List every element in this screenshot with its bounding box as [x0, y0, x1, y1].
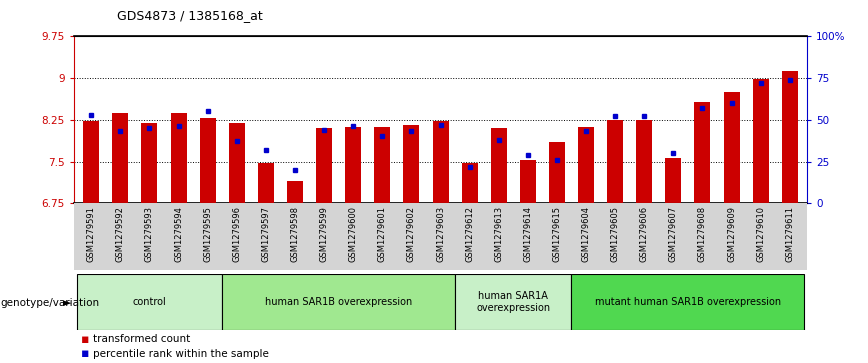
- Bar: [520, 160, 536, 203]
- Bar: [432, 122, 449, 203]
- Text: GSM1279615: GSM1279615: [552, 206, 562, 262]
- Text: GSM1279591: GSM1279591: [87, 206, 95, 262]
- Bar: [753, 79, 769, 203]
- Text: mutant human SAR1B overexpression: mutant human SAR1B overexpression: [595, 297, 781, 307]
- Text: ▪: ▪: [81, 333, 89, 346]
- Bar: [316, 128, 332, 203]
- Text: genotype/variation: genotype/variation: [1, 298, 100, 308]
- Text: GSM1279594: GSM1279594: [174, 206, 183, 262]
- Text: GSM1279614: GSM1279614: [523, 206, 532, 262]
- Text: GSM1279600: GSM1279600: [349, 206, 358, 262]
- Text: human SAR1B overexpression: human SAR1B overexpression: [265, 297, 412, 307]
- Bar: [782, 72, 798, 203]
- Text: percentile rank within the sample: percentile rank within the sample: [93, 349, 269, 359]
- Text: GSM1279597: GSM1279597: [261, 206, 270, 262]
- Bar: [222, 274, 455, 330]
- Text: GSM1279598: GSM1279598: [291, 206, 299, 262]
- Text: GSM1279599: GSM1279599: [319, 206, 329, 262]
- Bar: [455, 274, 571, 330]
- Bar: [374, 127, 391, 203]
- Text: GSM1279605: GSM1279605: [611, 206, 620, 262]
- Bar: [549, 142, 565, 203]
- Text: GSM1279604: GSM1279604: [582, 206, 590, 262]
- Text: transformed count: transformed count: [93, 334, 190, 344]
- Bar: [724, 92, 740, 203]
- Text: control: control: [133, 297, 167, 307]
- Bar: [141, 123, 157, 203]
- Text: GSM1279608: GSM1279608: [698, 206, 707, 262]
- Text: human SAR1A
overexpression: human SAR1A overexpression: [477, 291, 550, 313]
- Bar: [287, 181, 303, 203]
- Bar: [229, 123, 245, 203]
- Text: GSM1279607: GSM1279607: [669, 206, 678, 262]
- Bar: [258, 163, 274, 203]
- Text: GSM1279601: GSM1279601: [378, 206, 387, 262]
- Text: GSM1279611: GSM1279611: [786, 206, 794, 262]
- Bar: [490, 128, 507, 203]
- Text: GSM1279595: GSM1279595: [203, 206, 212, 262]
- Bar: [607, 121, 623, 203]
- Bar: [170, 113, 187, 203]
- Bar: [571, 274, 805, 330]
- Text: GSM1279606: GSM1279606: [640, 206, 648, 262]
- Text: GSM1279593: GSM1279593: [145, 206, 154, 262]
- Bar: [404, 125, 419, 203]
- Text: GSM1279613: GSM1279613: [494, 206, 503, 262]
- Bar: [462, 163, 477, 203]
- Text: GSM1279596: GSM1279596: [233, 206, 241, 262]
- Text: GDS4873 / 1385168_at: GDS4873 / 1385168_at: [117, 9, 263, 22]
- Bar: [345, 127, 361, 203]
- Bar: [83, 122, 99, 203]
- Text: ►: ►: [63, 298, 72, 308]
- Text: GSM1279592: GSM1279592: [115, 206, 125, 262]
- Bar: [666, 158, 681, 203]
- Bar: [636, 121, 652, 203]
- Text: GSM1279609: GSM1279609: [727, 206, 736, 262]
- Bar: [112, 113, 128, 203]
- Bar: [578, 127, 594, 203]
- Bar: [200, 118, 215, 203]
- Text: GSM1279610: GSM1279610: [756, 206, 766, 262]
- Text: GSM1279603: GSM1279603: [436, 206, 445, 262]
- Bar: [694, 102, 711, 203]
- Text: GSM1279602: GSM1279602: [407, 206, 416, 262]
- Text: GSM1279612: GSM1279612: [465, 206, 474, 262]
- Text: ▪: ▪: [81, 347, 89, 360]
- Bar: [76, 274, 222, 330]
